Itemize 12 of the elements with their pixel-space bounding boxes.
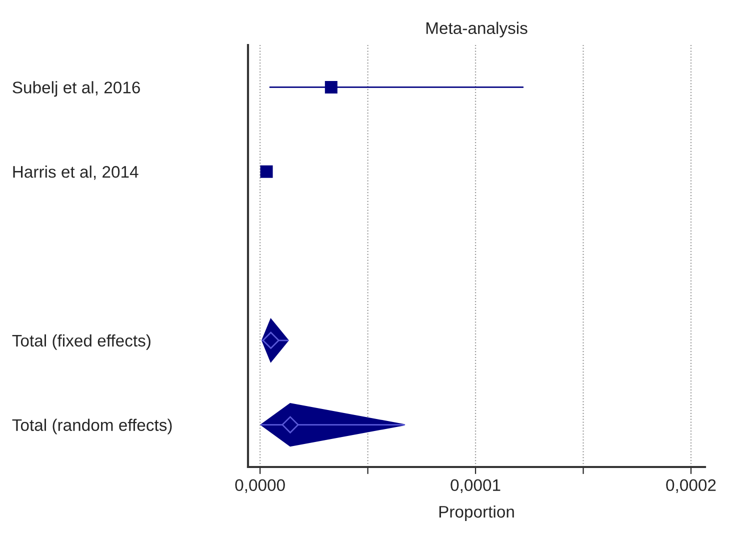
chart-title: Meta-analysis bbox=[426, 22, 528, 38]
point bbox=[260, 165, 273, 178]
y-tick-label: Subelj et al, 2016 bbox=[12, 81, 140, 97]
x-axis-title: Proportion bbox=[439, 505, 514, 521]
x-tick-label: 0,0000 bbox=[235, 479, 285, 494]
point bbox=[324, 80, 338, 94]
y-tick-label: Total (fixed effects) bbox=[12, 334, 150, 350]
y-tick-label: Total (random effects) bbox=[12, 418, 172, 434]
y-tick-label: Harris et al, 2014 bbox=[13, 166, 138, 180]
point bbox=[282, 416, 299, 434]
x-tick-label: 0,0002 bbox=[666, 479, 716, 494]
x-tick-label: 0,0001 bbox=[450, 479, 500, 494]
